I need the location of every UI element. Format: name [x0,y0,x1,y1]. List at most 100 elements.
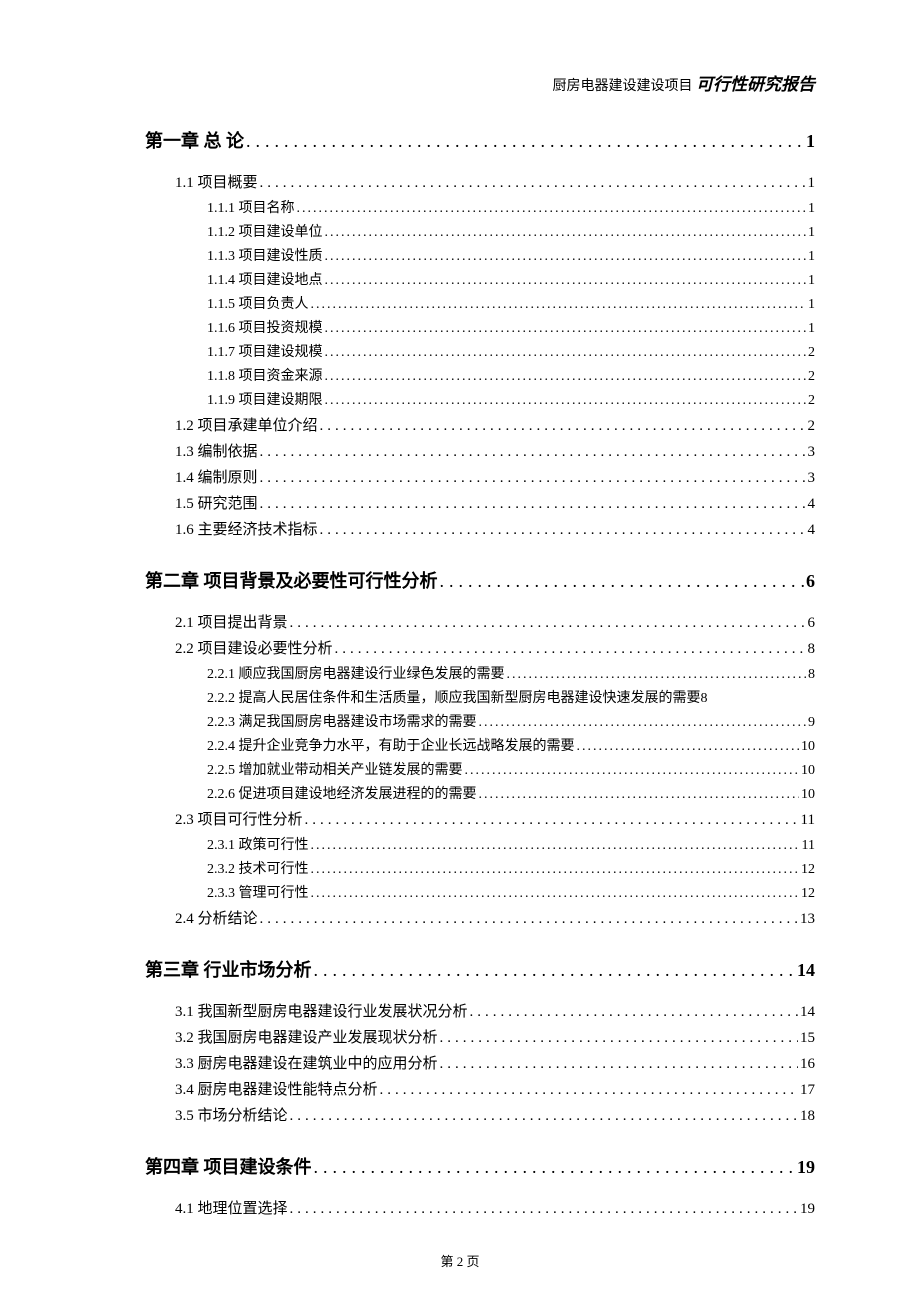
toc-label: 3.5 市场分析结论 [175,1104,288,1125]
toc-entry: 1.1.8 项目资金来源............................… [207,365,815,385]
toc-page: 10 [801,763,815,779]
toc-label: 第三章 行业市场分析 [145,956,312,982]
toc-label: 1.1.3 项目建设性质 [207,245,323,265]
toc-entry: 2.2.5 增加就业带动相关产业链发展的需要..................… [207,759,815,779]
toc-page: 9 [808,715,815,731]
toc-entry: 1.1.3 项目建设性质............................… [207,245,815,265]
toc-page: 16 [800,1056,815,1073]
toc-page: 12 [801,862,815,878]
toc-label: 2.3.3 管理可行性 [207,882,309,902]
toc-leader: ........................................… [577,739,800,755]
toc-leader: ........................................… [320,522,806,539]
toc-page: 19 [797,1157,815,1178]
toc-leader: ........................................… [314,960,796,981]
toc-page: 1 [806,131,815,152]
toc-page: 8 [808,667,815,683]
toc-page: 4 [808,522,816,539]
toc-entry: 第三章 行业市场分析..............................… [145,956,815,982]
toc-label: 2.3.2 技术可行性 [207,858,309,878]
toc-entry: 1.1.2 项目建设单位............................… [207,221,815,241]
toc-page: 1 [808,297,815,313]
toc-page: 1 [808,201,815,217]
toc-leader: ........................................… [246,131,804,152]
toc-label: 1.1.1 项目名称 [207,197,295,217]
toc-label: 1.6 主要经济技术指标 [175,518,318,539]
toc-entry: 第四章 项目建设条件..............................… [145,1153,815,1179]
toc-leader: ........................................… [311,297,807,313]
toc-label: 3.2 我国厨房电器建设产业发展现状分析 [175,1026,438,1047]
toc-leader: ........................................… [305,812,799,829]
toc-page: 1 [808,321,815,337]
toc-label: 2.2.5 增加就业带动相关产业链发展的需要 [207,759,463,779]
toc-leader: ........................................… [290,1108,798,1125]
toc-leader: ........................................… [440,1030,798,1047]
toc-leader: ........................................… [335,641,806,658]
toc-label: 3.1 我国新型厨房电器建设行业发展状况分析 [175,1000,468,1021]
toc-leader: ........................................… [325,225,807,241]
toc-entry: 1.1.1 项目名称..............................… [207,197,815,217]
toc-page: 18 [800,1108,815,1125]
toc-page: 14 [800,1004,815,1021]
toc-entry: 2.2.4 提升企业竞争力水平，有助于企业长远战略发展的需要..........… [207,735,815,755]
toc-entry: 3.5 市场分析结论..............................… [175,1104,815,1125]
toc-page: 1 [808,225,815,241]
toc-leader: ........................................… [297,201,807,217]
toc-entry: 2.3.3 管理可行性.............................… [207,882,815,902]
toc-label: 1.1.8 项目资金来源 [207,365,323,385]
toc-page: 13 [800,911,815,928]
header-title: 可行性研究报告 [696,75,815,94]
page-number: 第 2 页 [440,1254,479,1269]
toc-page: 11 [802,838,815,854]
toc-page: 3 [808,470,816,487]
toc-entry: 第一章 总 论.................................… [145,127,815,153]
toc-leader: ........................................… [325,249,807,265]
toc-page: 2 [808,393,815,409]
toc-entry: 1.1.7 项目建设规模............................… [207,341,815,361]
toc-entry: 2.1 项目提出背景..............................… [175,611,815,632]
toc-entry: 3.4 厨房电器建设性能特点分析........................… [175,1078,815,1099]
toc-entry: 1.1.6 项目投资规模............................… [207,317,815,337]
toc-label: 1.1.2 项目建设单位 [207,221,323,241]
toc-leader: ........................................… [311,862,800,878]
toc-leader: ........................................… [465,763,800,779]
toc-leader: ........................................… [290,1201,798,1218]
page-footer: 第 2 页 [0,1251,920,1270]
toc-label: 3.4 厨房电器建设性能特点分析 [175,1078,378,1099]
toc-label: 1.4 编制原则 [175,466,258,487]
toc-entry: 1.5 研究范围................................… [175,492,815,513]
toc-entry: 3.3 厨房电器建设在建筑业中的应用分析....................… [175,1052,815,1073]
toc-label: 3.3 厨房电器建设在建筑业中的应用分析 [175,1052,438,1073]
toc-leader: ........................................… [260,496,806,513]
toc-label: 第一章 总 论 [145,127,244,153]
toc-label: 2.3.1 政策可行性 [207,834,309,854]
toc-page: 1 [808,273,815,289]
toc-label: 第二章 项目背景及必要性可行性分析 [145,567,438,593]
toc-entry: 2.3.1 政策可行性.............................… [207,834,815,854]
toc-label: 2.2 项目建设必要性分析 [175,637,333,658]
toc-page: 8 [701,691,708,707]
toc-leader: ........................................… [311,886,800,902]
toc-leader: ........................................… [325,369,807,385]
toc-entry: 2.3.2 技术可行性.............................… [207,858,815,878]
toc-page: 10 [801,739,815,755]
page-header: 厨房电器建设建设项目 可行性研究报告 [145,70,815,95]
toc-leader: ........................................… [325,345,807,361]
document-page: 厨房电器建设建设项目 可行性研究报告 第一章 总 论..............… [0,0,920,1302]
toc-entry: 1.1 项目概要................................… [175,171,815,192]
toc-page: 4 [808,496,816,513]
toc-leader: ........................................… [440,1056,798,1073]
toc-label: 1.1.5 项目负责人 [207,293,309,313]
toc-page: 6 [808,615,816,632]
toc-label: 1.1.4 项目建设地点 [207,269,323,289]
toc-page: 12 [801,886,815,902]
toc-page: 17 [800,1082,815,1099]
toc-leader: ........................................… [440,571,805,592]
toc-leader: ........................................… [470,1004,798,1021]
toc-page: 2 [808,345,815,361]
toc-label: 2.1 项目提出背景 [175,611,288,632]
toc-label: 1.1.7 项目建设规模 [207,341,323,361]
toc-label: 2.2.1 顺应我国厨房电器建设行业绿色发展的需要 [207,663,505,683]
header-project: 厨房电器建设建设项目 [553,79,693,94]
toc-page: 10 [801,787,815,803]
toc-entry: 第二章 项目背景及必要性可行性分析.......................… [145,567,815,593]
